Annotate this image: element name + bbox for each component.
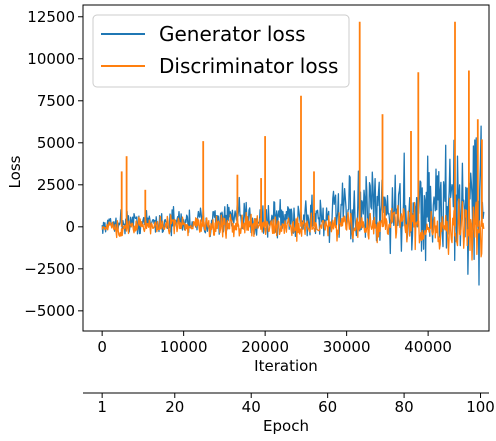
series-line-1 — [101, 197, 485, 261]
x-tick-label: 20000 — [241, 338, 289, 356]
y-axis-title: Loss — [6, 155, 24, 188]
y-tick-label: 10000 — [27, 50, 75, 68]
y-tick-label: 7500 — [37, 92, 75, 110]
y-tick-label: −2500 — [24, 260, 75, 278]
y-tick-label: 0 — [65, 218, 75, 236]
gen-series-group — [101, 125, 485, 286]
y-ticks-group: −5000 −2500 0 2500 5000 7500 10000 12500 — [24, 8, 83, 320]
epoch-tick-label: 80 — [395, 398, 414, 416]
epoch-tick-label: 100 — [466, 398, 495, 416]
epoch-ticks-group: 1 20 40 60 80 100 — [97, 393, 495, 416]
series-line-0 — [101, 125, 485, 286]
y-tick-label: 2500 — [37, 176, 75, 194]
x-tick-label: 40000 — [404, 338, 452, 356]
epoch-tick-label: 20 — [165, 398, 184, 416]
epoch-tick-label: 40 — [242, 398, 261, 416]
x-tick-label: 10000 — [160, 338, 208, 356]
y-tick-label: −5000 — [24, 302, 75, 320]
legend-label-generator: Generator loss — [159, 22, 306, 46]
epoch-tick-label: 60 — [318, 398, 337, 416]
x-tick-label: 0 — [97, 338, 107, 356]
epoch-axis-title: Epoch — [263, 417, 309, 435]
y-tick-label: 5000 — [37, 134, 75, 152]
plot-frame — [82, 4, 490, 332]
disc-series-group — [101, 21, 485, 261]
y-tick-label: 12500 — [27, 8, 75, 26]
x-axis-title: Iteration — [254, 357, 318, 375]
legend: Generator loss Discriminator loss — [92, 14, 350, 88]
x-tick-label: 30000 — [323, 338, 371, 356]
legend-box — [92, 14, 350, 88]
x-ticks-group: 0 10000 20000 30000 40000 — [97, 331, 452, 356]
epoch-tick-label: 1 — [97, 398, 107, 416]
legend-label-discriminator: Discriminator loss — [159, 54, 338, 78]
